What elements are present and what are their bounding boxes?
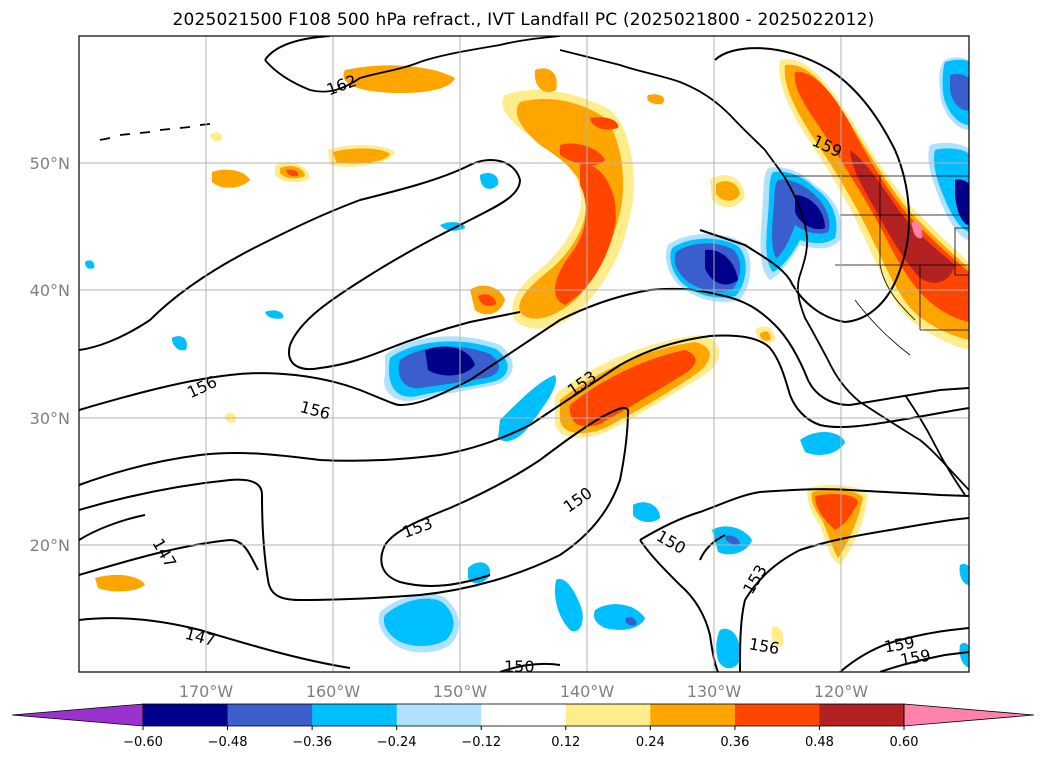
coastlines xyxy=(99,36,969,496)
colorbar-tick-label: −0.48 xyxy=(208,735,248,750)
lat-label: 20°N xyxy=(30,536,70,555)
colorbar-segment xyxy=(481,704,567,726)
graticule xyxy=(79,36,969,672)
lon-label: 130°W xyxy=(687,682,742,701)
colorbar-tick-label: −0.60 xyxy=(123,735,163,750)
colorbar: −0.60 −0.48 −0.36 −0.24 −0.12 0.12 0.24 0.36 0.4… xyxy=(11,703,1035,750)
colorbar-tick-label: 0.48 xyxy=(805,735,834,750)
longitude-labels: 170°W 160°W 150°W 140°W 130°W 120°W xyxy=(179,682,869,701)
lon-label: 170°W xyxy=(179,682,234,701)
positive-anomaly-fills xyxy=(95,57,969,647)
colorbar-segment xyxy=(565,704,651,726)
colorbar-segment xyxy=(734,704,820,726)
colorbar-tick-label: −0.36 xyxy=(292,735,332,750)
latitude-labels: 50°N 40°N 30°N 20°N xyxy=(30,154,70,555)
colorbar-extend-high xyxy=(903,703,1035,727)
colorbar-tick-label: −0.24 xyxy=(377,735,417,750)
colorbar-segment xyxy=(650,704,736,726)
lat-label: 50°N xyxy=(30,154,70,173)
colorbar-segment xyxy=(819,704,905,726)
colorbar-segment xyxy=(143,704,229,726)
colorbar-segment xyxy=(312,704,398,726)
lat-label: 40°N xyxy=(30,281,70,300)
negative-anomaly-fills xyxy=(85,59,969,669)
lon-label: 140°W xyxy=(560,682,615,701)
contour-label: 150 xyxy=(504,657,535,676)
colorbar-tick-label: −0.12 xyxy=(461,735,501,750)
lon-label: 160°W xyxy=(306,682,361,701)
map-title: 2025021500 F108 500 hPa refract., IVT La… xyxy=(172,10,875,30)
height-contours xyxy=(79,36,969,672)
lon-label: 150°W xyxy=(433,682,488,701)
colorbar-tick-label: 0.36 xyxy=(720,735,749,750)
colorbar-tick-label: 0.60 xyxy=(890,735,919,750)
colorbar-tick-label: 0.24 xyxy=(636,735,665,750)
colorbar-segment xyxy=(396,704,482,726)
colorbar-outline xyxy=(142,703,905,727)
colorbar-tick-label: 0.12 xyxy=(551,735,580,750)
map-frame xyxy=(78,35,970,673)
lon-label: 120°W xyxy=(814,682,869,701)
colorbar-segment xyxy=(227,704,313,726)
colorbar-extend-low xyxy=(11,703,144,727)
lat-label: 30°N xyxy=(30,409,70,428)
